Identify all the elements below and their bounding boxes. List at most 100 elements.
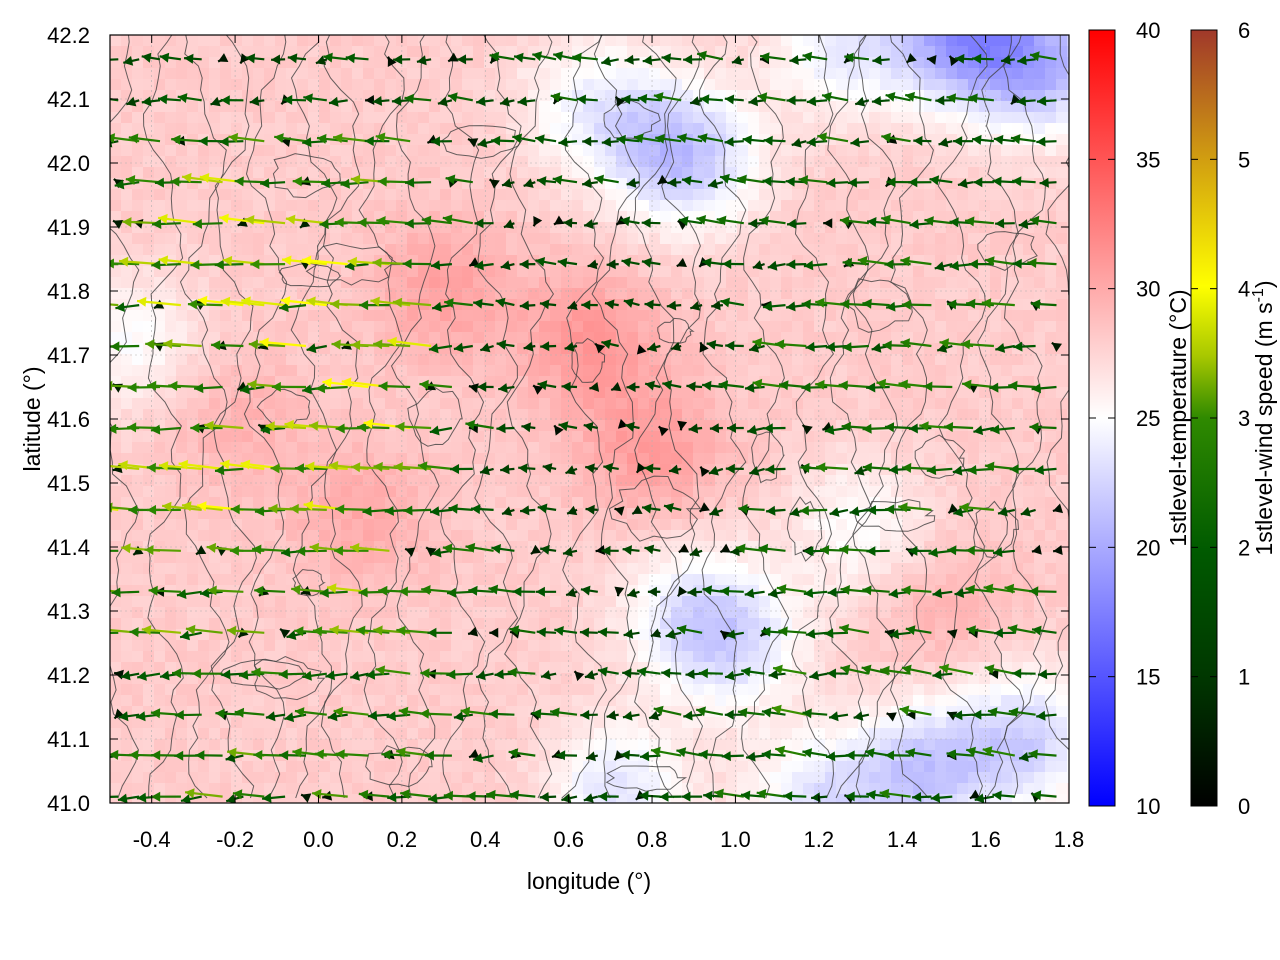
heatmap-cell xyxy=(693,321,705,333)
heatmap-cell xyxy=(253,178,265,190)
heatmap-cell xyxy=(935,244,947,256)
heatmap-cell xyxy=(462,596,474,608)
heatmap-cell xyxy=(297,167,309,179)
heatmap-cell xyxy=(1045,134,1057,146)
heatmap-cell xyxy=(836,233,848,245)
heatmap-cell xyxy=(671,497,683,509)
heatmap-cell xyxy=(946,101,958,113)
heatmap-cell xyxy=(682,442,694,454)
heatmap-cell xyxy=(418,497,430,509)
heatmap-cell xyxy=(154,112,166,124)
heatmap-cell xyxy=(836,497,848,509)
heatmap-cell xyxy=(121,266,133,278)
heatmap-cell xyxy=(495,596,507,608)
heatmap-cell xyxy=(418,530,430,542)
heatmap-cell xyxy=(1023,519,1035,531)
heatmap-cell xyxy=(462,167,474,179)
heatmap-cell xyxy=(748,233,760,245)
heatmap-cell xyxy=(473,629,485,641)
heatmap-cell xyxy=(836,442,848,454)
heatmap-cell xyxy=(1056,486,1068,498)
heatmap-cell xyxy=(396,288,408,300)
heatmap-cell xyxy=(1001,387,1013,399)
heatmap-cell xyxy=(484,574,496,586)
heatmap-cell xyxy=(561,387,573,399)
heatmap-cell xyxy=(616,68,628,80)
heatmap-cell xyxy=(374,563,386,575)
heatmap-cell xyxy=(297,233,309,245)
heatmap-cell xyxy=(935,563,947,575)
heatmap-cell xyxy=(737,101,749,113)
heatmap-cell xyxy=(550,79,562,91)
heatmap-cell xyxy=(858,387,870,399)
heatmap-cell xyxy=(715,629,727,641)
heatmap-cell xyxy=(308,596,320,608)
heatmap-cell xyxy=(396,387,408,399)
heatmap-cell xyxy=(649,200,661,212)
heatmap-cell xyxy=(649,266,661,278)
heatmap-cell xyxy=(935,288,947,300)
heatmap-cell xyxy=(484,552,496,564)
heatmap-cell xyxy=(759,497,771,509)
heatmap-cell xyxy=(638,453,650,465)
heatmap-cell xyxy=(869,222,881,234)
heatmap-cell xyxy=(517,178,529,190)
heatmap-cell xyxy=(913,464,925,476)
heatmap-cell xyxy=(495,310,507,322)
heatmap-cell xyxy=(638,266,650,278)
heatmap-cell xyxy=(286,321,298,333)
heatmap-cell xyxy=(594,365,606,377)
heatmap-cell xyxy=(748,596,760,608)
heatmap-cell xyxy=(451,651,463,663)
heatmap-cell xyxy=(352,519,364,531)
heatmap-cell xyxy=(363,244,375,256)
heatmap-cell xyxy=(869,310,881,322)
heatmap-cell xyxy=(495,123,507,135)
heatmap-cell xyxy=(209,233,221,245)
heatmap-cell xyxy=(979,475,991,487)
heatmap-cell xyxy=(847,486,859,498)
heatmap-cell xyxy=(869,618,881,630)
heatmap-cell xyxy=(561,409,573,421)
heatmap-cell xyxy=(165,343,177,355)
heatmap-cell xyxy=(891,420,903,432)
heatmap-cell xyxy=(275,178,287,190)
heatmap-cell xyxy=(572,123,584,135)
heatmap-cell xyxy=(1067,376,1069,388)
heatmap-cell xyxy=(803,255,815,267)
heatmap-cell xyxy=(770,409,782,421)
heatmap-cell xyxy=(396,508,408,520)
heatmap-cell xyxy=(121,442,133,454)
heatmap-cell xyxy=(429,398,441,410)
heatmap-cell xyxy=(154,387,166,399)
heatmap-cell xyxy=(847,57,859,69)
heatmap-cell xyxy=(902,233,914,245)
heatmap-cell xyxy=(484,112,496,124)
heatmap-cell xyxy=(671,101,683,113)
heatmap-cell xyxy=(660,453,672,465)
heatmap-cell xyxy=(473,442,485,454)
heatmap-cell xyxy=(759,255,771,267)
heatmap-cell xyxy=(495,255,507,267)
heatmap-cell xyxy=(1045,431,1057,443)
heatmap-cell xyxy=(484,420,496,432)
heatmap-cell xyxy=(704,629,716,641)
heatmap-cell xyxy=(979,68,991,80)
heatmap-cell xyxy=(627,156,639,168)
heatmap-cell xyxy=(572,420,584,432)
heatmap-cell xyxy=(726,46,738,58)
heatmap-cell xyxy=(506,530,518,542)
heatmap-cell xyxy=(242,651,254,663)
heatmap-cell xyxy=(308,409,320,421)
heatmap-cell xyxy=(506,409,518,421)
heatmap-cell xyxy=(209,156,221,168)
heatmap-cell xyxy=(132,123,144,135)
heatmap-cell xyxy=(858,508,870,520)
heatmap-cell xyxy=(176,651,188,663)
heatmap-cell xyxy=(627,387,639,399)
heatmap-cell xyxy=(627,321,639,333)
heatmap-cell xyxy=(572,288,584,300)
heatmap-cell xyxy=(1001,321,1013,333)
heatmap-cell xyxy=(759,354,771,366)
heatmap-cell xyxy=(627,145,639,157)
